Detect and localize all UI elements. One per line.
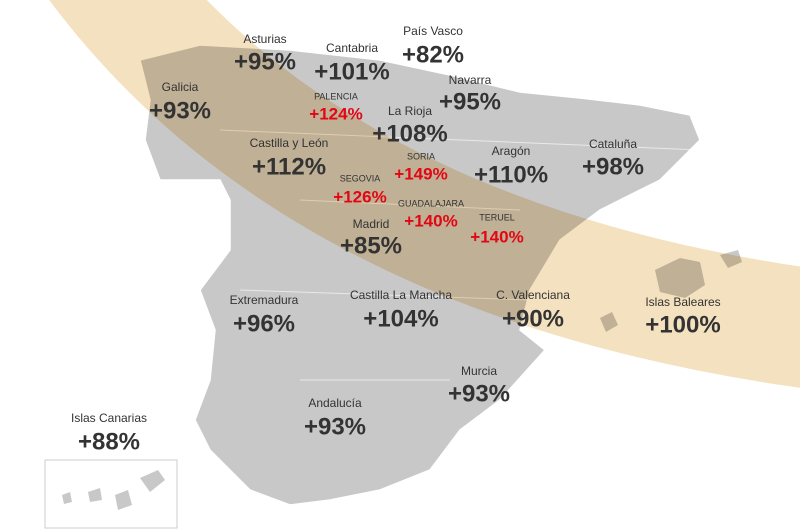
region-name: GUADALAJARA — [398, 198, 464, 208]
region-value: +101% — [314, 58, 389, 85]
region-name: Castilla La Mancha — [350, 288, 452, 302]
region-name: Navarra — [449, 73, 492, 87]
region-value: +82% — [402, 41, 464, 68]
region-name: PALENCIA — [314, 91, 358, 101]
region-name: Galicia — [162, 80, 199, 94]
region-name: Islas Canarias — [71, 411, 147, 425]
region-name: Castilla y León — [250, 136, 329, 150]
region-value: +90% — [502, 305, 564, 332]
canarias-inset — [44, 459, 178, 529]
region-value: +95% — [234, 48, 296, 75]
region-name: Cantabria — [326, 41, 378, 55]
region-value: +85% — [340, 232, 402, 259]
region-value: +88% — [78, 428, 140, 455]
region-value: +93% — [149, 97, 211, 124]
region-value: +149% — [394, 164, 447, 183]
highlight-band — [49, 0, 800, 388]
region-name: Cataluña — [589, 137, 637, 151]
region-value: +110% — [474, 161, 548, 188]
region-value: +112% — [252, 153, 326, 180]
region-labels: Asturias +95% Cantabria +101% País Vasco +82%… — [71, 24, 721, 455]
region-name: SEGOVIA — [340, 173, 381, 183]
region-name: Madrid — [353, 217, 390, 231]
region-value: +100% — [645, 311, 720, 338]
region-name: La Rioja — [388, 104, 432, 118]
region-name: SORIA — [407, 151, 435, 161]
region-value: +108% — [372, 120, 447, 147]
region-name: Aragón — [492, 144, 531, 158]
region-value: +124% — [309, 104, 362, 123]
region-name: Andalucía — [308, 396, 362, 410]
region-value: +126% — [333, 187, 386, 206]
region-value: +93% — [448, 380, 510, 407]
region-name: Asturias — [243, 32, 286, 46]
region-value: +140% — [404, 211, 457, 230]
region-value: +140% — [470, 227, 523, 246]
region-value: +95% — [439, 88, 501, 115]
region-value: +96% — [233, 310, 295, 337]
region-value: +93% — [304, 413, 366, 440]
region-name: Islas Baleares — [645, 295, 720, 309]
region-name: C. Valenciana — [496, 288, 570, 302]
region-name: TERUEL — [479, 212, 515, 222]
region-name: País Vasco — [403, 24, 463, 38]
region-value: +104% — [363, 305, 438, 332]
region-name: Murcia — [461, 364, 497, 378]
region-name: Extremadura — [230, 293, 299, 307]
region-value: +98% — [582, 153, 644, 180]
